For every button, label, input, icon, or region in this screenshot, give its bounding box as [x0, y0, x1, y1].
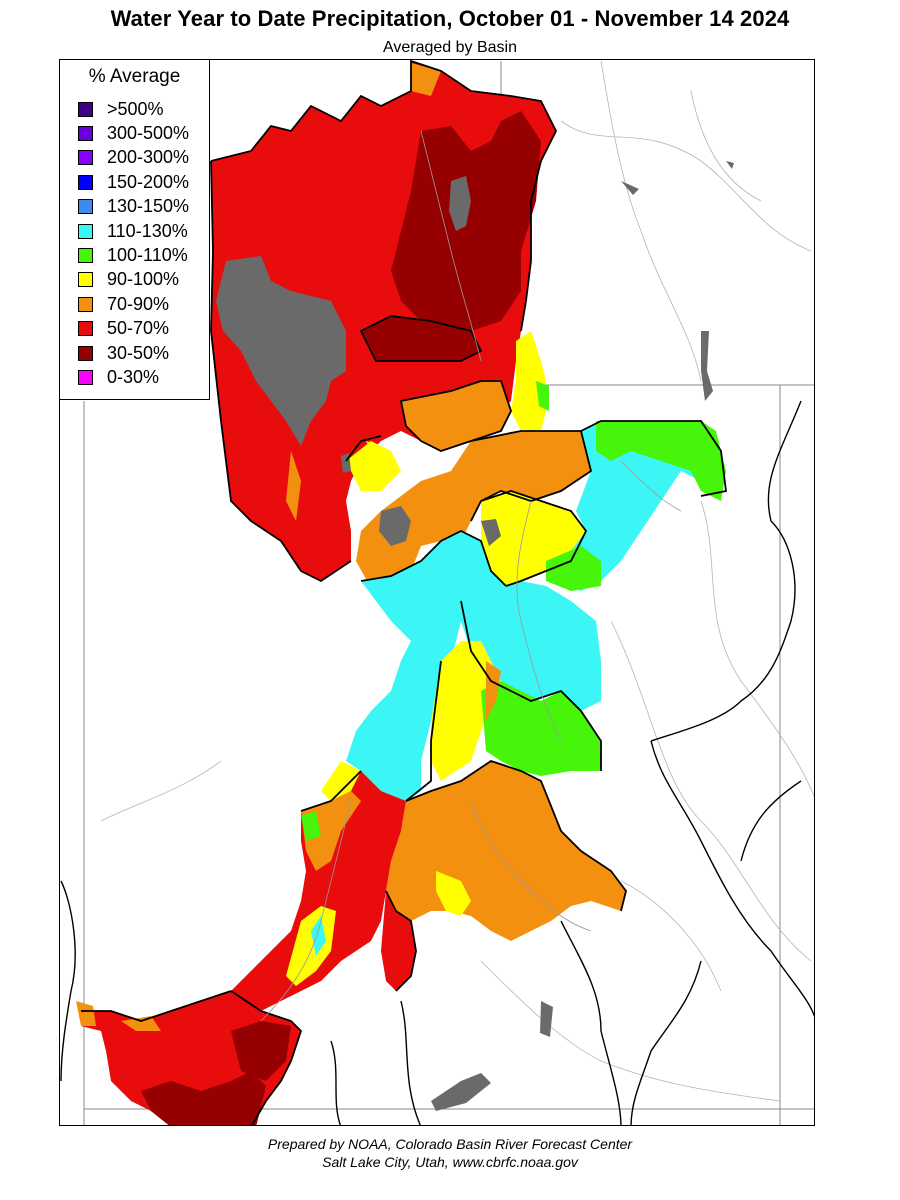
legend-item: 110-130%	[78, 220, 188, 242]
basin-boundaries-outer	[60, 400, 814, 1125]
legend-label: 200-300%	[107, 147, 190, 168]
legend: % Average >500% 300-500% 200-300% 150-200% 1…	[59, 59, 210, 400]
map-title: Water Year to Date Precipitation, Octobe…	[110, 6, 790, 31]
legend-item: 90-100%	[78, 269, 179, 291]
legend-swatch	[78, 247, 93, 263]
legend-label: 150-200%	[107, 171, 190, 192]
legend-item: 50-70%	[78, 318, 169, 340]
legend-item: 70-90%	[78, 293, 169, 315]
legend-label: >500%	[107, 98, 164, 119]
legend-swatch	[78, 125, 93, 141]
legend-item: 300-500%	[78, 122, 189, 144]
legend-swatch	[78, 150, 93, 166]
legend-swatch	[78, 296, 93, 312]
legend-item: 30-50%	[78, 342, 169, 364]
legend-swatch	[78, 174, 93, 190]
legend-label: 30-50%	[107, 342, 170, 363]
legend-label: 130-150%	[107, 196, 190, 217]
legend-swatch	[78, 321, 93, 337]
precipitation-map	[59, 59, 815, 1126]
legend-label: 0-30%	[107, 366, 160, 387]
legend-swatch	[78, 199, 93, 215]
legend-item: 200-300%	[78, 147, 189, 169]
legend-label: 110-130%	[107, 220, 188, 241]
map-canvas	[60, 60, 814, 1125]
footer-location: Salt Lake City, Utah, www.cbrfc.noaa.gov	[322, 1154, 578, 1170]
footer-credit: Prepared by NOAA, Colorado Basin River F…	[267, 1136, 633, 1152]
basin-boundaries	[81, 60, 727, 1125]
legend-label: 70-90%	[107, 293, 170, 314]
legend-swatch	[78, 369, 93, 385]
rivers	[260, 130, 682, 1022]
map-subtitle: Averaged by Basin	[382, 39, 517, 56]
legend-label: 50-70%	[107, 318, 170, 339]
legend-item: 150-200%	[78, 171, 189, 193]
legend-item: 0-30%	[78, 366, 159, 388]
legend-swatch	[78, 101, 93, 117]
basin-fills	[76, 61, 726, 1125]
legend-swatch	[78, 272, 93, 288]
legend-label: 90-100%	[107, 269, 180, 290]
lakes	[216, 176, 501, 546]
legend-swatch	[78, 223, 93, 239]
legend-swatch	[78, 345, 93, 361]
legend-label: 100-110%	[107, 244, 188, 265]
reservoirs-background	[431, 161, 734, 1111]
legend-title: % Average	[88, 66, 181, 87]
legend-item: >500%	[78, 98, 164, 120]
rivers-background	[100, 60, 814, 1102]
legend-item: 130-150%	[78, 196, 189, 218]
legend-label: 300-500%	[107, 122, 190, 143]
legend-item: 100-110%	[78, 244, 188, 266]
